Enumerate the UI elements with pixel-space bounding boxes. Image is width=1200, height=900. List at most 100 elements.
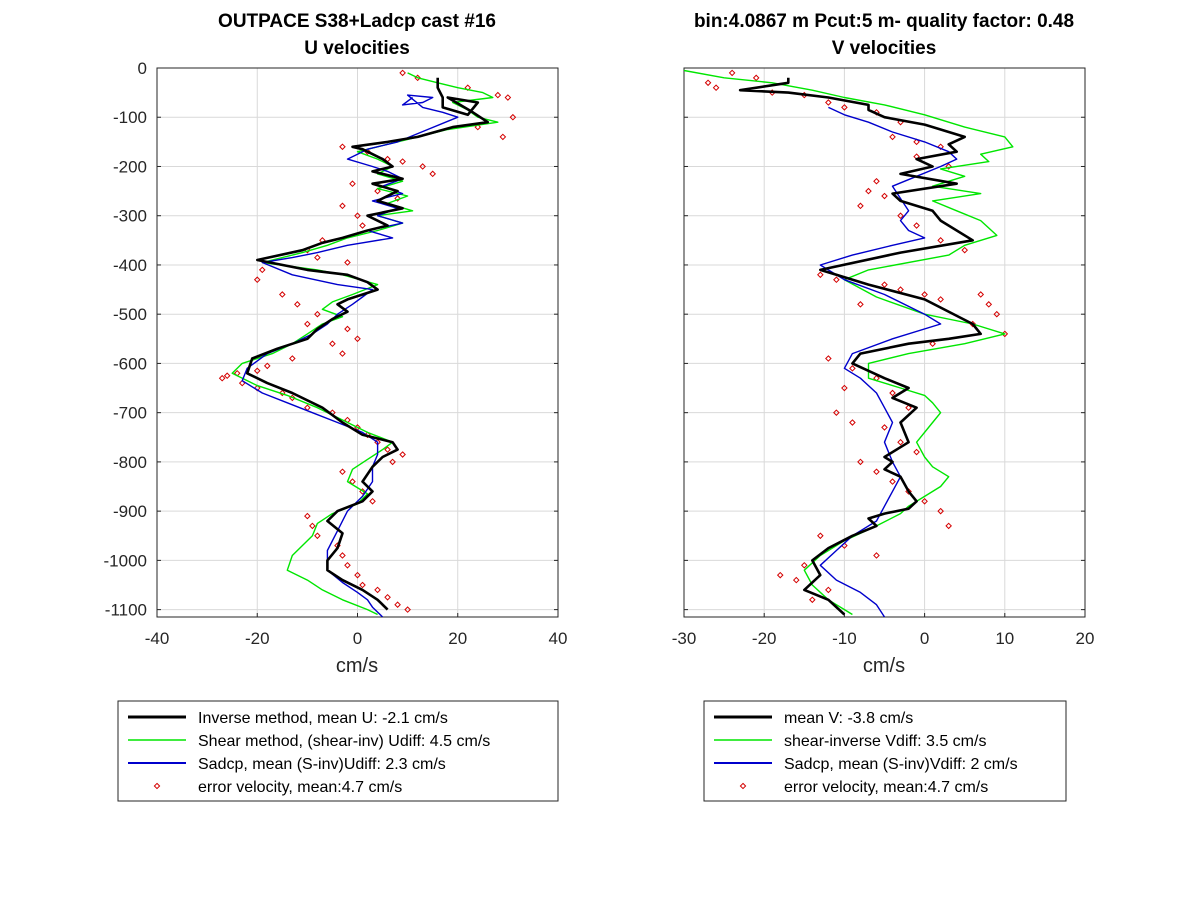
v-velocity-panel: bin:4.0867 m Pcut:5 m- quality factor: 0… bbox=[672, 11, 1094, 802]
u-x-tick-label: -40 bbox=[145, 629, 170, 648]
v-x-tick-label: 0 bbox=[920, 629, 929, 648]
v-error-velocity-point bbox=[817, 271, 824, 279]
v-title-line2: V velocities bbox=[832, 38, 937, 59]
v-error-velocity-point bbox=[913, 448, 920, 456]
u-error-velocity-point bbox=[258, 266, 266, 274]
v-error-velocity-point bbox=[857, 458, 864, 466]
v-error-velocity-point bbox=[937, 143, 944, 151]
u-error-velocity-point bbox=[304, 512, 311, 520]
u-error-velocity-point bbox=[253, 276, 261, 284]
u-error-velocity-point bbox=[354, 335, 361, 343]
v-legend-entry-sadcp: Sadcp, mean (S-inv)Vdiff: 2 cm/s bbox=[784, 756, 1018, 773]
u-tick-labels: -40 -20 0 20 400-100-200-300-400-500-600-700… bbox=[104, 59, 568, 648]
v-error-velocity-point bbox=[881, 424, 888, 431]
v-error-velocity-point bbox=[897, 212, 904, 220]
u-x-tick-label: -20 bbox=[245, 629, 270, 648]
u-title-line2: U velocities bbox=[304, 38, 410, 59]
u-error-velocity-point bbox=[359, 222, 366, 229]
v-error-velocity-point bbox=[873, 468, 880, 476]
u-error-velocity-point bbox=[419, 163, 426, 170]
v-error-velocity-point bbox=[825, 355, 832, 362]
u-error-velocity-point bbox=[279, 389, 286, 397]
u-error-velocity-point bbox=[399, 158, 406, 165]
v-error-velocity-point bbox=[825, 99, 832, 106]
u-error-velocity-point bbox=[354, 571, 361, 579]
u-error-velocity-point bbox=[354, 212, 361, 220]
u-legend-box bbox=[117, 700, 559, 802]
u-y-tick-label: -400 bbox=[113, 256, 147, 275]
u-error-velocity-point bbox=[339, 552, 346, 559]
u-error-velocity-point bbox=[294, 301, 301, 308]
u-error-velocity-point bbox=[374, 586, 381, 594]
v-error-velocity-point bbox=[937, 507, 944, 515]
u-error-velocity-point bbox=[339, 143, 346, 151]
u-legend: Inverse method, mean U: -2.1 cm/s Shear m… bbox=[117, 700, 559, 802]
v-legend-entry-shear: shear-inverse Vdiff: 3.5 cm/s bbox=[784, 733, 986, 750]
u-error-velocity-point bbox=[499, 133, 507, 141]
u-error-velocity-point bbox=[384, 446, 391, 453]
v-error-velocity-point bbox=[993, 310, 1001, 318]
v-error-velocity-point bbox=[833, 276, 840, 284]
v-error-velocity-point bbox=[792, 576, 800, 584]
v-error-velocity-point bbox=[873, 552, 880, 559]
v-error-velocity-point bbox=[945, 522, 952, 530]
v-error-velocity-point bbox=[929, 340, 936, 348]
u-legend-entry-shear: Shear method, (shear-inv) Udiff: 4.5 cm/… bbox=[198, 733, 490, 750]
v-error-velocity-point bbox=[841, 104, 848, 111]
u-y-tick-label: 0 bbox=[138, 59, 147, 78]
u-x-axis-label: cm/s bbox=[336, 655, 378, 677]
u-legend-entry-sadcp: Sadcp, mean (S-inv)Udiff: 2.3 cm/s bbox=[198, 756, 446, 773]
u-error-velocity-point bbox=[344, 561, 351, 569]
u-x-tick-label: 40 bbox=[549, 629, 568, 648]
v-error-velocity-point bbox=[937, 237, 944, 244]
u-error-velocity-point bbox=[314, 254, 321, 261]
v-error-velocity-point bbox=[921, 291, 928, 298]
v-plot-area bbox=[684, 69, 1014, 617]
v-error-velocity-point bbox=[776, 571, 784, 579]
u-error-velocity-point bbox=[399, 69, 406, 77]
v-error-velocity-point bbox=[817, 532, 824, 540]
v-error-velocity-point bbox=[704, 79, 712, 87]
u-error-velocity-point bbox=[223, 372, 231, 380]
v-error-velocity-point bbox=[945, 163, 952, 170]
v-legend-swatch-error bbox=[739, 782, 747, 790]
u-y-tick-label: -300 bbox=[113, 207, 147, 226]
v-error-velocity-point bbox=[977, 291, 985, 298]
v-error-velocity-point bbox=[905, 404, 912, 412]
v-inverse-profile-line bbox=[738, 77, 983, 616]
u-error-velocity-point bbox=[339, 468, 346, 476]
u-error-velocity-point bbox=[279, 291, 286, 298]
v-tick-labels: -30 -20 -10 0 10 20 bbox=[672, 67, 1094, 648]
v-error-velocity-point bbox=[849, 365, 856, 372]
v-error-velocity-point bbox=[921, 497, 928, 505]
u-error-velocity-point bbox=[339, 350, 346, 357]
v-error-velocity-point bbox=[889, 478, 896, 485]
v-error-velocity-point bbox=[841, 384, 848, 392]
v-error-velocity-point bbox=[985, 301, 993, 308]
v-error-velocity-point bbox=[961, 246, 969, 254]
u-y-tick-label: -700 bbox=[113, 404, 147, 423]
u-error-velocity-point bbox=[374, 187, 381, 195]
v-legend: mean V: -3.8 cm/s shear-inverse Vdiff: 3.… bbox=[703, 700, 1067, 802]
u-error-velocity-point bbox=[404, 606, 411, 613]
u-velocity-panel: OUTPACE S38+Ladcp cast #16 U velocities … bbox=[104, 11, 568, 802]
v-error-velocity-point bbox=[913, 222, 920, 229]
u-error-velocity-point bbox=[359, 581, 366, 589]
u-title-line1: OUTPACE S38+Ladcp cast #16 bbox=[218, 11, 496, 32]
u-error-velocity-point bbox=[399, 451, 406, 458]
v-x-tick-label: -30 bbox=[672, 629, 697, 648]
v-error-velocity-point bbox=[913, 138, 920, 146]
v-error-velocity-point bbox=[728, 69, 736, 77]
u-y-tick-label: -100 bbox=[113, 108, 147, 127]
u-error-velocity-point bbox=[314, 310, 321, 318]
u-error-velocity-point bbox=[494, 91, 502, 99]
u-error-velocity-point bbox=[384, 593, 391, 601]
u-plot-area bbox=[218, 69, 517, 617]
v-x-tick-label: 10 bbox=[995, 629, 1014, 648]
u-y-tick-label: -1100 bbox=[105, 601, 147, 620]
u-y-tick-label: -1000 bbox=[104, 551, 147, 570]
u-error-velocity-point bbox=[349, 180, 356, 188]
v-error-velocity-point bbox=[825, 586, 832, 594]
u-y-tick-label: -600 bbox=[113, 354, 147, 373]
